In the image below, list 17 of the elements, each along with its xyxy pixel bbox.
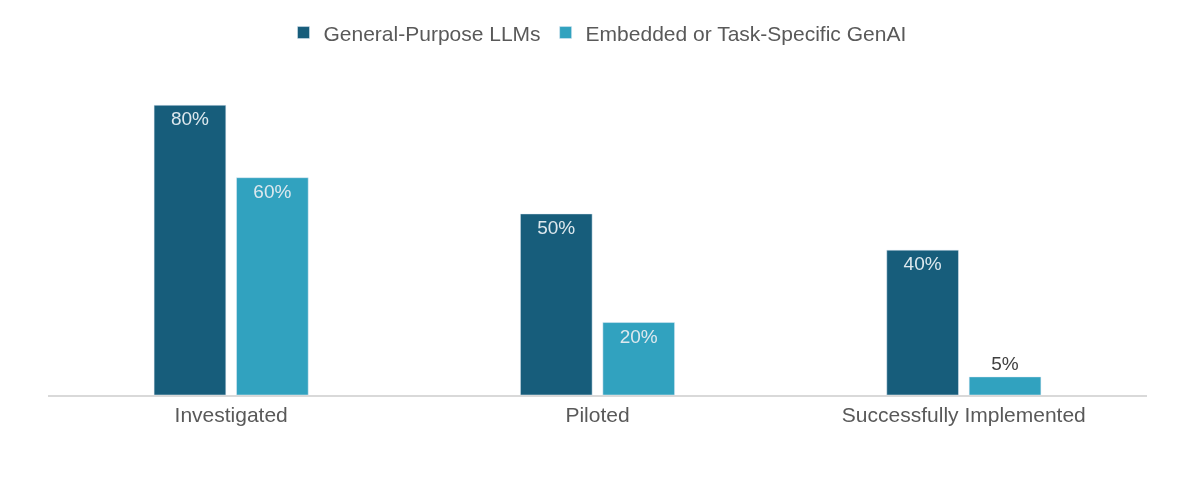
bar <box>968 376 1042 395</box>
x-tick-label: Investigated <box>174 402 288 426</box>
legend-label: Embedded or Task-Specific GenAI <box>585 21 907 45</box>
bar <box>153 105 227 395</box>
data-label: 20% <box>619 325 658 347</box>
bar <box>602 322 675 395</box>
data-label: 50% <box>537 216 576 238</box>
data-label: 5% <box>991 352 1019 374</box>
data-label: 80% <box>170 108 210 130</box>
bar <box>520 213 593 395</box>
x-tick-label: Successfully Implemented <box>841 402 1086 426</box>
legend-label: General-Purpose LLMs <box>323 21 541 45</box>
x-tick-label: Piloted <box>565 402 630 426</box>
data-label: 60% <box>253 180 292 202</box>
bar <box>236 177 309 395</box>
data-label: 40% <box>903 253 942 275</box>
bar <box>886 249 959 395</box>
